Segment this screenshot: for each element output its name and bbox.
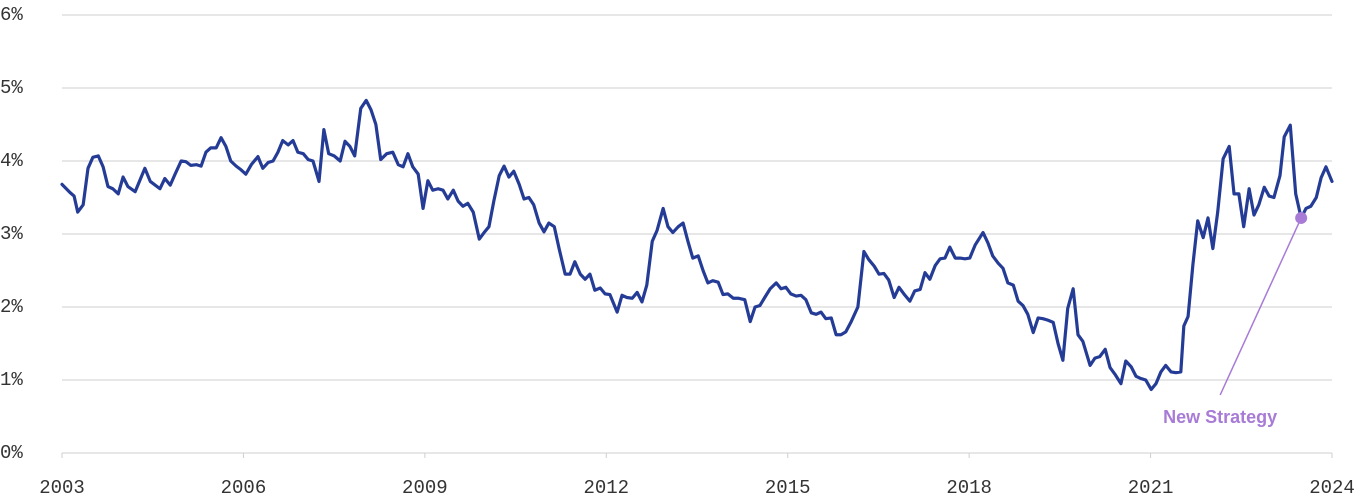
- x-tick-label: 2015: [765, 477, 811, 499]
- y-tick-label: 0%: [0, 442, 23, 464]
- annotation-leader: [1219, 217, 1302, 396]
- x-tick-label: 2021: [1128, 477, 1174, 499]
- x-tick-label: 2003: [39, 477, 85, 499]
- y-tick-label: 6%: [0, 4, 23, 26]
- x-tick-label: 2012: [583, 477, 629, 499]
- annotation-label: New Strategy: [1163, 407, 1277, 427]
- x-tick-label: 2018: [946, 477, 992, 499]
- y-tick-label: 3%: [0, 223, 23, 245]
- y-tick-label: 5%: [0, 77, 23, 99]
- x-tick-label: 2024: [1309, 477, 1355, 499]
- data-line: [60, 98, 1334, 392]
- x-tick-label: 2006: [221, 477, 267, 499]
- y-tick-label: 2%: [0, 296, 23, 318]
- annotation-marker: [1295, 211, 1308, 224]
- y-tick-label: 4%: [0, 150, 23, 172]
- y-tick-label: 1%: [0, 369, 23, 391]
- x-tick-label: 2009: [402, 477, 448, 499]
